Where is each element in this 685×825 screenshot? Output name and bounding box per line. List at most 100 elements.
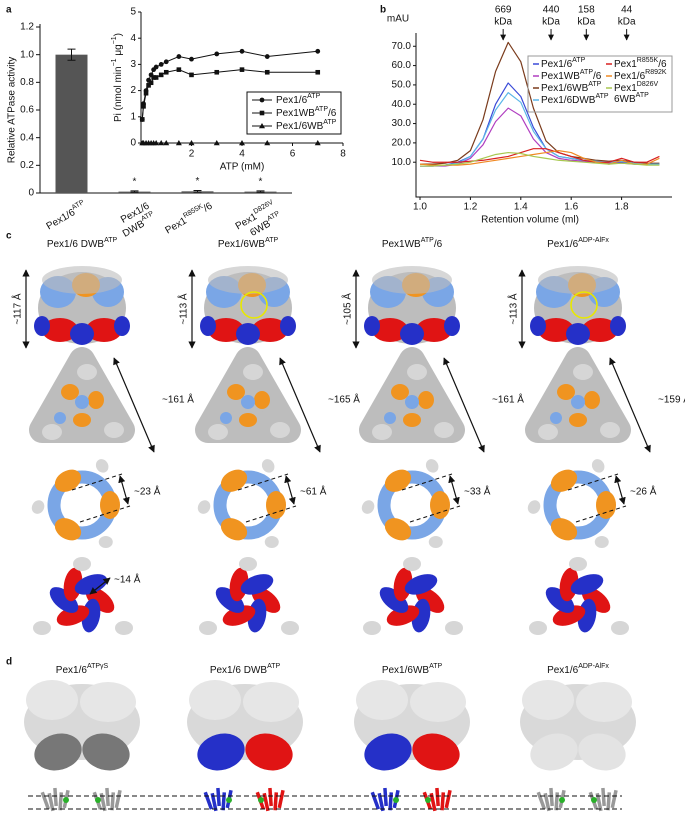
density <box>384 412 396 424</box>
y-tick-label: 40.0 <box>392 99 412 110</box>
ribbon <box>606 792 612 811</box>
density <box>379 587 409 613</box>
density <box>82 733 130 771</box>
height-label: ~113 Å <box>177 293 190 325</box>
density <box>31 500 45 514</box>
point <box>239 67 245 72</box>
ribbon <box>383 787 388 807</box>
density <box>591 459 605 473</box>
y-tick-label: 2 <box>130 85 136 96</box>
channel-label: ~23 Å <box>134 485 161 498</box>
x-tick-label-group: Pex1/6DWBATP <box>119 200 156 239</box>
ligand <box>226 797 232 803</box>
point <box>158 72 164 78</box>
y-tick-label: 0 <box>130 138 136 149</box>
point <box>314 140 321 146</box>
density <box>550 469 578 492</box>
density <box>240 574 274 595</box>
density <box>415 587 445 613</box>
x-tick-label: 1.6 <box>564 202 578 213</box>
size-marker-label: 440 <box>543 5 560 16</box>
column-title: Pex1/6 DWBATP <box>47 237 118 249</box>
text-run: Pex1/6 <box>276 95 308 106</box>
significance: * <box>133 176 137 187</box>
ribbon <box>105 787 110 807</box>
text-run: /6 <box>593 71 602 82</box>
density <box>410 682 466 722</box>
density <box>227 384 245 400</box>
width-label: ~159 Å <box>658 393 685 406</box>
point <box>151 75 156 80</box>
channel-label: ~61 Å <box>300 485 327 498</box>
superscript: ATP <box>265 237 278 244</box>
text-run: Pex1/6 <box>56 665 88 676</box>
y-tick-label: 10.0 <box>392 157 412 168</box>
text-run: Pex1WB <box>382 239 421 250</box>
density <box>33 621 51 635</box>
density <box>115 621 133 635</box>
ligand <box>393 797 399 803</box>
y-axis-label: mAU <box>387 14 409 25</box>
density <box>372 266 452 294</box>
ribbon <box>444 789 452 809</box>
text-run: Pex1/6 <box>547 239 579 250</box>
density <box>403 413 421 427</box>
width-label: ~161 Å <box>162 393 194 406</box>
density <box>372 318 408 342</box>
density <box>584 391 600 409</box>
text-run: Pex1/6WB <box>541 83 589 94</box>
ligand <box>95 797 101 803</box>
density <box>236 323 260 345</box>
ribbon <box>216 787 221 807</box>
density <box>361 500 375 514</box>
dimension-arrow <box>118 475 130 505</box>
density <box>86 318 122 342</box>
density <box>407 364 427 380</box>
point <box>153 140 160 146</box>
x-tick-label: 4 <box>239 149 245 160</box>
ribbon <box>47 792 55 812</box>
ribbon <box>429 792 437 812</box>
density <box>200 316 216 336</box>
superscript: ATP <box>588 81 601 88</box>
ribbon <box>221 792 227 811</box>
channel-line <box>401 473 453 491</box>
density <box>88 391 104 409</box>
density <box>573 364 593 380</box>
text-run: /6 <box>658 59 667 70</box>
point <box>189 72 194 78</box>
density <box>384 469 412 492</box>
dimension-arrow <box>448 475 460 505</box>
dimension-arrow <box>279 357 321 453</box>
x-tick-label-group: Pex1/6ATP <box>44 199 85 232</box>
ligand <box>559 797 565 803</box>
legend-label: Pex1/6WBATP <box>276 119 337 131</box>
x-tick-label: 1.2 <box>463 202 477 213</box>
ribbon <box>601 787 606 807</box>
x-tick-label: Pex1R855K/6 <box>163 199 215 236</box>
superscript: ATP <box>429 663 442 670</box>
ribbon <box>388 792 394 811</box>
height-label: ~117 Å <box>11 293 24 325</box>
density <box>416 318 452 342</box>
density <box>364 733 412 771</box>
height-label: ~105 Å <box>341 293 354 325</box>
density <box>557 384 575 400</box>
text-run: Pex1/6 <box>541 59 573 70</box>
density <box>77 364 97 380</box>
legend-label: Pex1/6DWBATP <box>541 93 609 105</box>
ribbon <box>40 791 51 810</box>
width-label: ~161 Å <box>492 393 524 406</box>
point <box>176 67 182 72</box>
density <box>364 316 380 336</box>
bar <box>55 54 88 193</box>
density <box>243 364 263 380</box>
size-marker-label: 158 <box>578 5 595 16</box>
point <box>158 62 164 67</box>
error-bar <box>67 48 76 61</box>
density <box>445 621 463 635</box>
density <box>215 587 245 613</box>
y-tick-label: 0 <box>28 188 34 199</box>
legend-marker <box>259 123 265 129</box>
text-run: Pex1/6WB <box>276 121 324 132</box>
